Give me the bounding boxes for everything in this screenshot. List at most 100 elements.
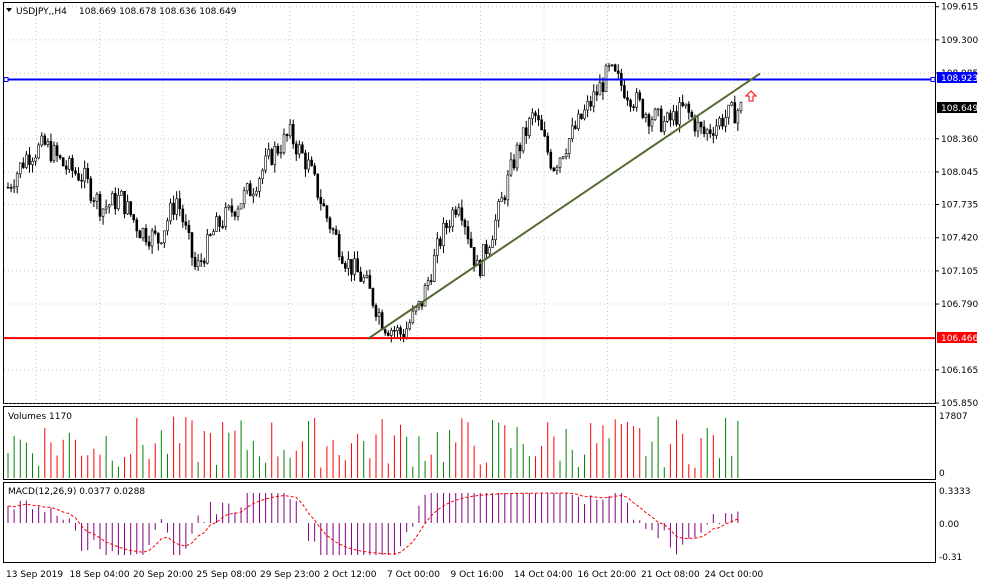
candle-body	[503, 197, 507, 201]
candle-body	[672, 111, 675, 121]
candle-body	[666, 112, 669, 122]
candle-body	[101, 208, 105, 217]
candle-body	[607, 65, 611, 67]
candle-body	[472, 247, 476, 266]
time-axis-label: 29 Sep 23:00	[260, 570, 320, 580]
candle-body	[616, 70, 620, 74]
candle-body	[724, 117, 727, 127]
candle-body	[153, 230, 157, 234]
candle-body	[454, 209, 458, 215]
candle-body	[595, 91, 599, 96]
symbol-dropdown-icon[interactable]	[6, 8, 12, 12]
candle-body	[512, 159, 516, 169]
candle-body	[638, 92, 642, 100]
candle-body	[730, 102, 734, 106]
candle-body	[43, 135, 47, 145]
candle-body	[77, 173, 80, 181]
candle-body	[129, 201, 132, 215]
time-axis-label: 25 Sep 08:00	[197, 570, 257, 580]
candle-body	[485, 244, 488, 255]
candle-body	[641, 99, 645, 118]
time-axis-label: 7 Oct 00:00	[387, 570, 440, 580]
candle-body	[49, 141, 53, 162]
candle-body	[242, 190, 246, 205]
time-axis-label: 13 Sep 2019	[6, 570, 63, 580]
candle-body	[236, 208, 240, 217]
candle-body	[540, 119, 543, 131]
candle-body	[675, 111, 678, 125]
candle-body	[209, 234, 212, 236]
candle-body	[543, 129, 546, 137]
candle-body	[356, 258, 359, 273]
candle-body	[331, 228, 335, 231]
level-handle-right	[930, 77, 936, 83]
candle-body	[135, 219, 139, 232]
candle-body	[537, 115, 540, 121]
candle-body	[463, 220, 467, 227]
candle-body	[261, 169, 264, 180]
candle-body	[64, 165, 68, 170]
candles	[6, 62, 743, 343]
candle-body	[316, 173, 320, 198]
candle-body	[494, 219, 497, 240]
candle-body	[83, 168, 86, 182]
candle-body	[393, 329, 396, 332]
candle-body	[89, 178, 93, 201]
candle-body	[531, 112, 534, 119]
price-axis-label: 109.615	[941, 3, 978, 13]
candle-body	[558, 157, 562, 168]
price-axis-label: 107.420	[941, 234, 978, 244]
candle-body	[699, 121, 703, 128]
candle-body	[92, 200, 96, 202]
candle-body	[650, 119, 654, 127]
candle-body	[71, 158, 74, 172]
candle-body	[18, 162, 22, 175]
ohlc-label: 108.669 108.678 108.636 108.649	[79, 7, 237, 17]
current-price-tag: 108.649	[941, 104, 978, 114]
macd-axis-zero: 0.00	[939, 520, 959, 530]
candle-body	[104, 206, 108, 210]
candle-body	[107, 204, 111, 208]
candle-body	[555, 166, 559, 171]
candle-body	[328, 217, 332, 230]
candle-body	[647, 114, 651, 127]
candle-body	[190, 232, 194, 258]
candle-body	[635, 92, 638, 108]
price-axis-label: 108.045	[941, 168, 978, 178]
candle-body	[212, 231, 215, 236]
buy-arrow-icon	[744, 90, 758, 102]
candle-body	[325, 205, 329, 219]
candle-body	[126, 201, 129, 215]
candle-body	[206, 234, 209, 264]
candle-body	[347, 259, 350, 269]
macd-axis-bottom: -0.31	[939, 553, 962, 563]
candle-body	[736, 110, 740, 124]
candle-body	[681, 102, 684, 107]
candle-body	[580, 113, 583, 120]
candle-body	[199, 260, 203, 262]
candle-body	[350, 259, 353, 275]
candle-body	[359, 271, 362, 282]
candle-body	[411, 310, 415, 324]
candle-body	[705, 129, 709, 135]
blue-level-tag-bg	[937, 72, 977, 83]
candle-body	[460, 207, 464, 221]
price-axis-label: 106.165	[941, 366, 978, 376]
candle-body	[469, 238, 473, 248]
candle-body	[445, 222, 448, 229]
candle-body	[586, 101, 589, 111]
candle-body	[390, 329, 393, 336]
candle-body	[68, 158, 71, 170]
candle-body	[524, 127, 528, 136]
candle-body	[429, 280, 433, 282]
candle-body	[288, 123, 292, 137]
candle-body	[500, 197, 504, 202]
candle-body	[264, 155, 267, 171]
candle-body	[156, 232, 160, 244]
candle-body	[202, 260, 206, 264]
price-axis: 109.615109.300108.985108.360108.045107.7…	[935, 3, 978, 409]
time-axis-label: 18 Sep 04:00	[70, 570, 130, 580]
candle-body	[549, 151, 553, 169]
candle-body	[55, 145, 59, 156]
